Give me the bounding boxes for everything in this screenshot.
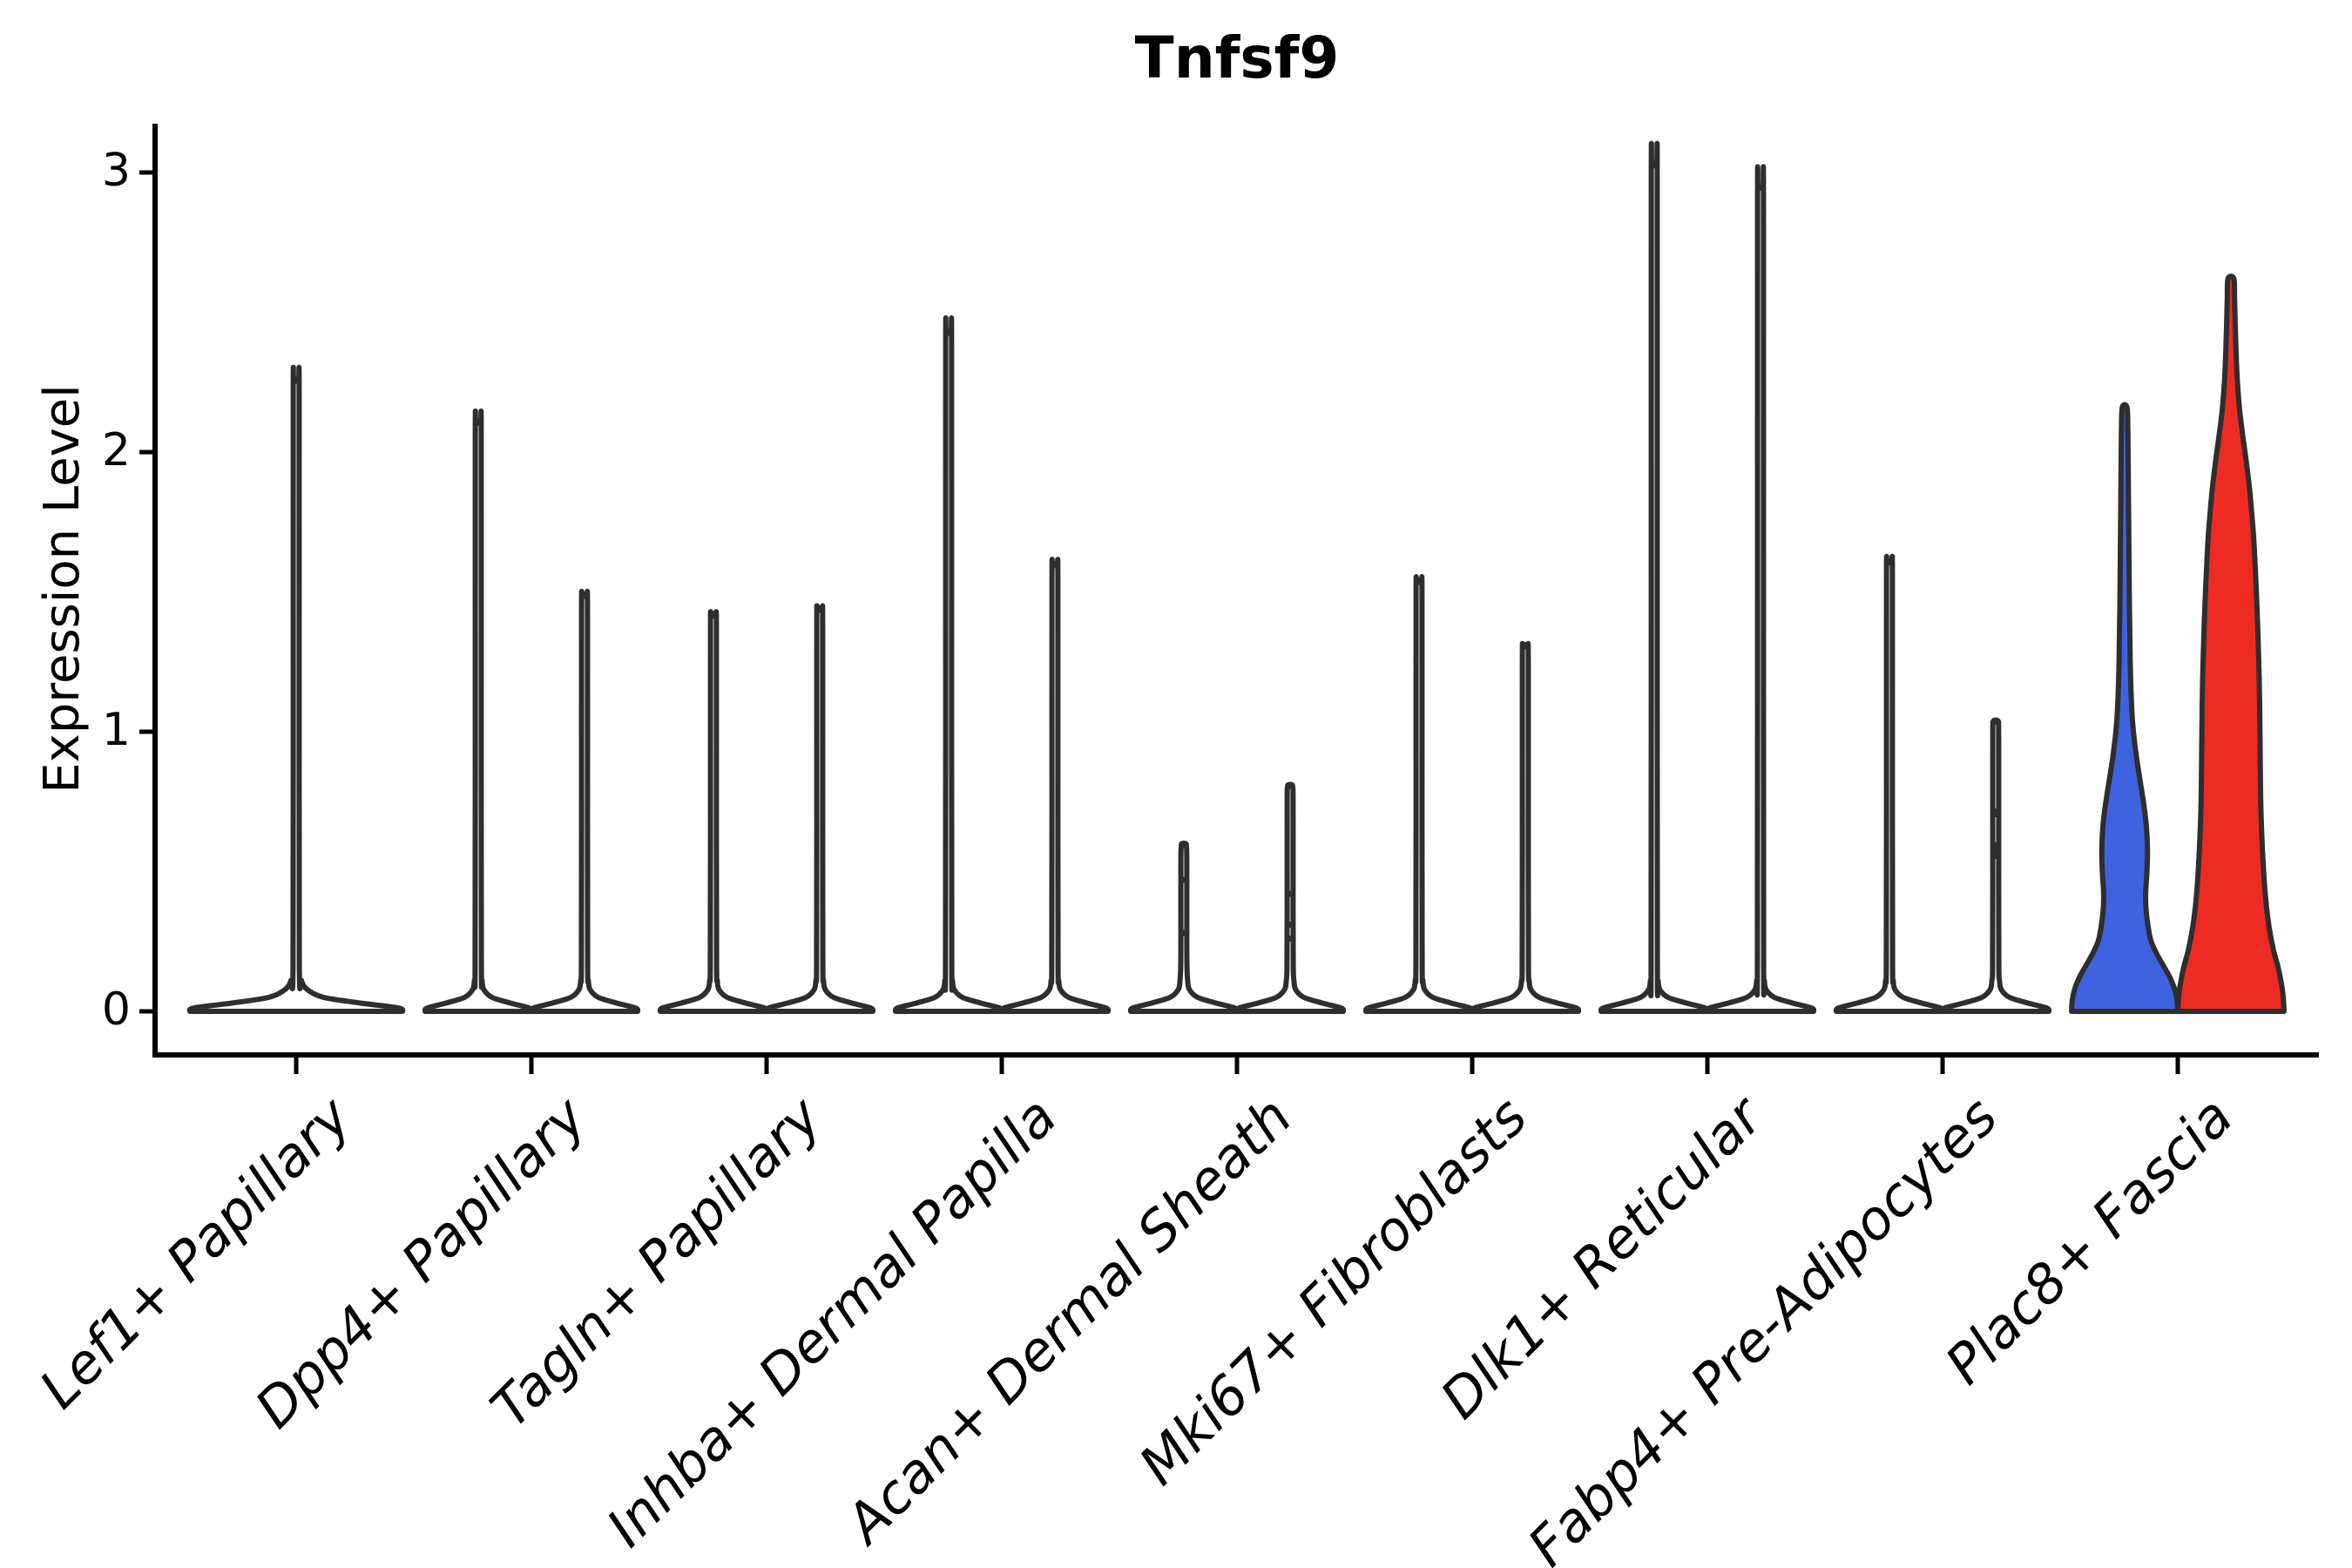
violin-dlk1-reticular-right bbox=[1704, 164, 1817, 1014]
expression-point bbox=[1287, 921, 1294, 928]
expression-point bbox=[1180, 876, 1187, 883]
violin-acan-dermal-sheath-left bbox=[1127, 840, 1240, 1014]
violin-plac8-fascia-right bbox=[2175, 274, 2287, 1014]
violin-acan-dermal-sheath-right bbox=[1233, 781, 1347, 1014]
violin-mki67-fibroblasts-left bbox=[1362, 574, 1476, 1014]
y-tick-label: 3 bbox=[101, 145, 131, 197]
y-tick-label: 0 bbox=[101, 983, 131, 1036]
y-tick-label: 2 bbox=[101, 424, 131, 476]
violin-inhba-dermal-papilla-left bbox=[892, 315, 1005, 1014]
violin-inhba-dermal-papilla-right bbox=[998, 557, 1112, 1014]
violin-dpp4-papillary-right bbox=[528, 588, 641, 1014]
chart-title: Tnfsf9 bbox=[1134, 24, 1340, 91]
violin-plac8-fascia-left bbox=[2069, 402, 2180, 1014]
expression-point bbox=[1991, 808, 2000, 818]
violin-fabp4-pre-adipocytes-right bbox=[1939, 717, 2052, 1014]
violin-tagln-papillary-right bbox=[763, 603, 876, 1014]
y-tick-label: 1 bbox=[101, 704, 131, 756]
expression-point bbox=[1991, 841, 2000, 851]
expression-point bbox=[1287, 890, 1294, 897]
violin-dpp4-papillary-left bbox=[422, 409, 535, 1014]
violin-tagln-papillary-left bbox=[657, 609, 770, 1014]
violin-mki67-fibroblasts-right bbox=[1469, 640, 1582, 1014]
expression-point bbox=[1180, 929, 1187, 936]
violin-dlk1-reticular-left bbox=[1598, 140, 1711, 1014]
expression-point bbox=[1287, 936, 1294, 943]
violin-lef1-papillary-center bbox=[186, 364, 406, 1014]
expression-point bbox=[1991, 850, 2000, 860]
violin-fabp4-pre-adipocytes-left bbox=[1833, 553, 1946, 1014]
